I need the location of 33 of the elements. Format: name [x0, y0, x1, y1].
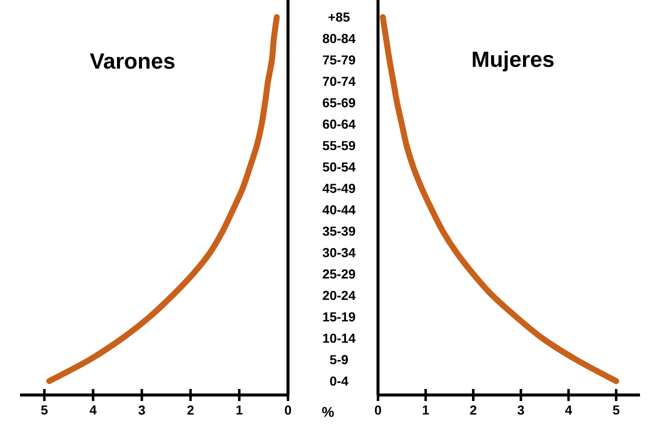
y-tick-label: 40-44 [322, 205, 356, 214]
x-tick-label: 0 [284, 406, 292, 415]
x-axis-title: % [322, 407, 334, 417]
y-tick-label: 10-14 [323, 334, 356, 343]
x-tick-label: 0 [374, 406, 382, 415]
y-tick-label: 15-19 [323, 312, 356, 322]
y-tick-label: 25-29 [322, 269, 356, 279]
y-tick-label: 30-34 [322, 248, 356, 258]
y-tick-label: 65-69 [322, 98, 356, 108]
x-tick-label: 4 [90, 406, 97, 414]
x-tick-label: 5 [612, 406, 620, 415]
y-tick-label: 35-39 [322, 226, 356, 236]
y-tick-label: 70-74 [322, 76, 356, 86]
y-tick-label: +85 [328, 12, 350, 22]
y-tick-label: 60-64 [322, 120, 356, 129]
y-tick-label: 80-84 [322, 34, 356, 44]
x-tick-label: 2 [470, 406, 476, 415]
y-tick-label: 5-9 [330, 355, 348, 364]
y-tick-label: 20-24 [322, 290, 356, 300]
x-tick-label: 3 [138, 406, 145, 415]
x-tick-label: 2 [187, 406, 194, 415]
x-tick-label: 1 [422, 406, 429, 414]
y-tick-label: 75-79 [322, 55, 356, 65]
y-tick-label: 0-4 [330, 376, 348, 386]
x-tick-label: 3 [518, 406, 524, 415]
text: Mujeres [472, 50, 554, 72]
x-tick-label: 5 [41, 406, 48, 415]
x-tick-label: 1 [236, 406, 243, 414]
x-tick-label: 4 [565, 406, 572, 414]
text: Varones [90, 53, 174, 69]
y-tick-label: 45-49 [322, 184, 356, 193]
y-tick-label: 50-54 [322, 162, 356, 172]
y-tick-label: 55-59 [322, 140, 356, 150]
